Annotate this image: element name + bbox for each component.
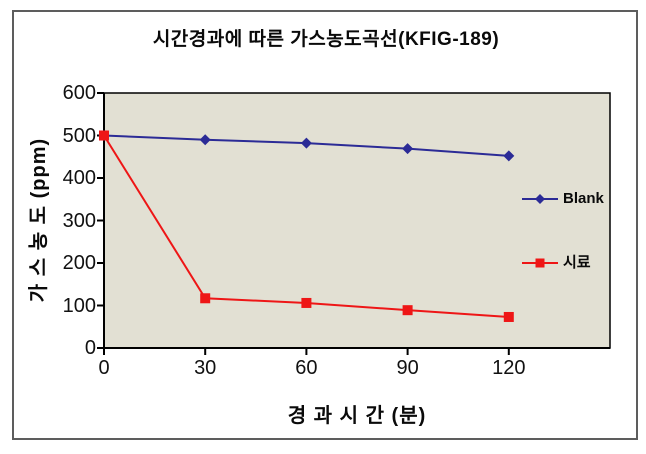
x-axis-title: 경 과 시 간 (분) [287, 405, 427, 427]
x-tick-label: 60 [295, 357, 318, 379]
legend-label-Blank: Blank [563, 190, 604, 207]
x-tick-label: 90 [396, 357, 419, 379]
x-tick-label: 120 [492, 357, 526, 379]
x-tick-label: 30 [194, 357, 217, 379]
square-marker [535, 258, 545, 268]
y-tick-label: 100 [62, 294, 96, 317]
y-tick-label: 200 [62, 252, 96, 274]
chart-title: 시간경과에 따른 가스농도곡선(KFIG-189) [152, 29, 500, 50]
y-tick-label: 600 [62, 82, 96, 104]
y-tick-label: 400 [62, 167, 96, 189]
plot-background [103, 92, 611, 349]
diamond-marker [503, 150, 515, 162]
diamond-marker [535, 194, 545, 204]
diamond-marker [300, 137, 312, 149]
diamond-marker [402, 143, 414, 155]
y-tick-label: 0 [84, 337, 96, 359]
legend-label-시료: 시료 [563, 254, 591, 271]
diamond-marker [199, 134, 211, 146]
square-marker [200, 293, 211, 304]
y-tick-label: 500 [62, 124, 96, 147]
square-marker [503, 311, 514, 322]
y-tick-label: 300 [62, 209, 96, 232]
square-marker [402, 305, 413, 316]
square-marker [99, 130, 109, 141]
x-tick-label: 0 [98, 357, 110, 379]
square-marker [301, 297, 312, 308]
